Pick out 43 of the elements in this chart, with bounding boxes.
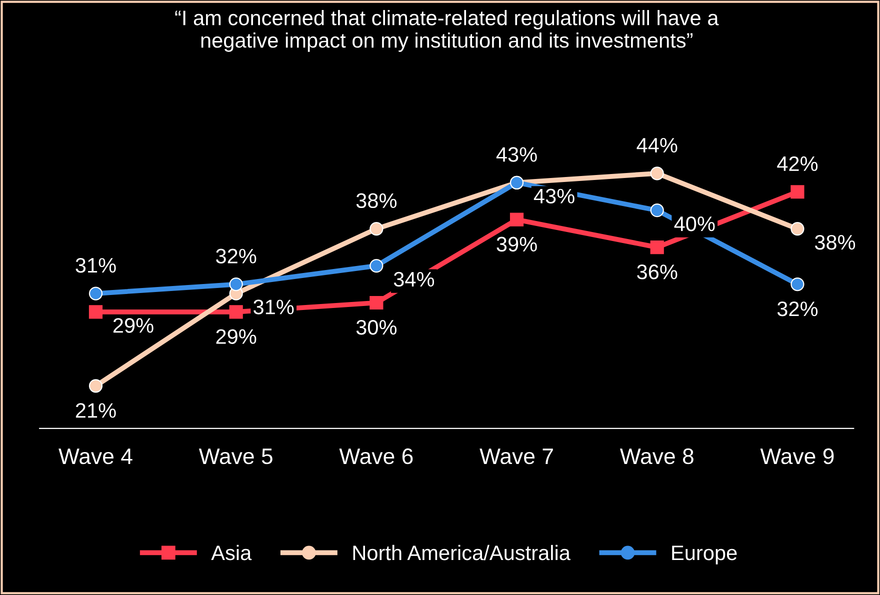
x-tick-label: Wave 9 — [760, 448, 834, 464]
x-tick-label: Wave 6 — [339, 448, 413, 464]
point — [650, 166, 664, 180]
point — [790, 277, 804, 292]
x-tick-label: Wave 5 — [198, 448, 272, 464]
point — [510, 212, 524, 226]
data-label: 39% — [496, 236, 537, 252]
data-label: 38% — [814, 234, 856, 250]
chart-title: “I am concerned that climate-related regulations will have a negative impact on my institution and its investments” — [175, 10, 719, 52]
point — [370, 258, 384, 273]
data-label: 42% — [777, 156, 818, 172]
point — [370, 296, 384, 310]
data-label: 32% — [216, 248, 256, 264]
data-label: 29% — [216, 329, 256, 344]
legend-label: North America/Australia — [353, 544, 570, 560]
point — [790, 222, 804, 236]
point — [790, 185, 804, 199]
data-label: 40% — [674, 216, 715, 232]
point — [88, 379, 103, 393]
data-label: 44% — [636, 138, 678, 153]
data-label: 31% — [254, 300, 294, 314]
point — [88, 286, 103, 300]
data-label: 29% — [113, 318, 154, 333]
x-tick-label: Wave 7 — [480, 448, 553, 464]
point — [370, 222, 384, 236]
data-label: 36% — [637, 264, 678, 280]
x-tick-label: Wave 8 — [620, 448, 694, 464]
data-label: 43% — [534, 188, 574, 204]
x-tick-label: Wave 4 — [58, 448, 132, 464]
data-label: 38% — [356, 193, 397, 208]
legend-label: Europe — [672, 546, 737, 564]
data-label: 43% — [496, 147, 537, 162]
legend-label: Asia — [211, 544, 252, 560]
point — [229, 277, 243, 292]
data-label: 21% — [76, 403, 116, 418]
data-label: 34% — [394, 272, 434, 287]
point — [650, 240, 664, 254]
data-label: 31% — [76, 258, 116, 273]
data-label: 32% — [777, 301, 818, 316]
point — [650, 204, 664, 218]
data-label: 30% — [356, 320, 397, 335]
point — [88, 305, 103, 319]
point — [229, 305, 243, 319]
